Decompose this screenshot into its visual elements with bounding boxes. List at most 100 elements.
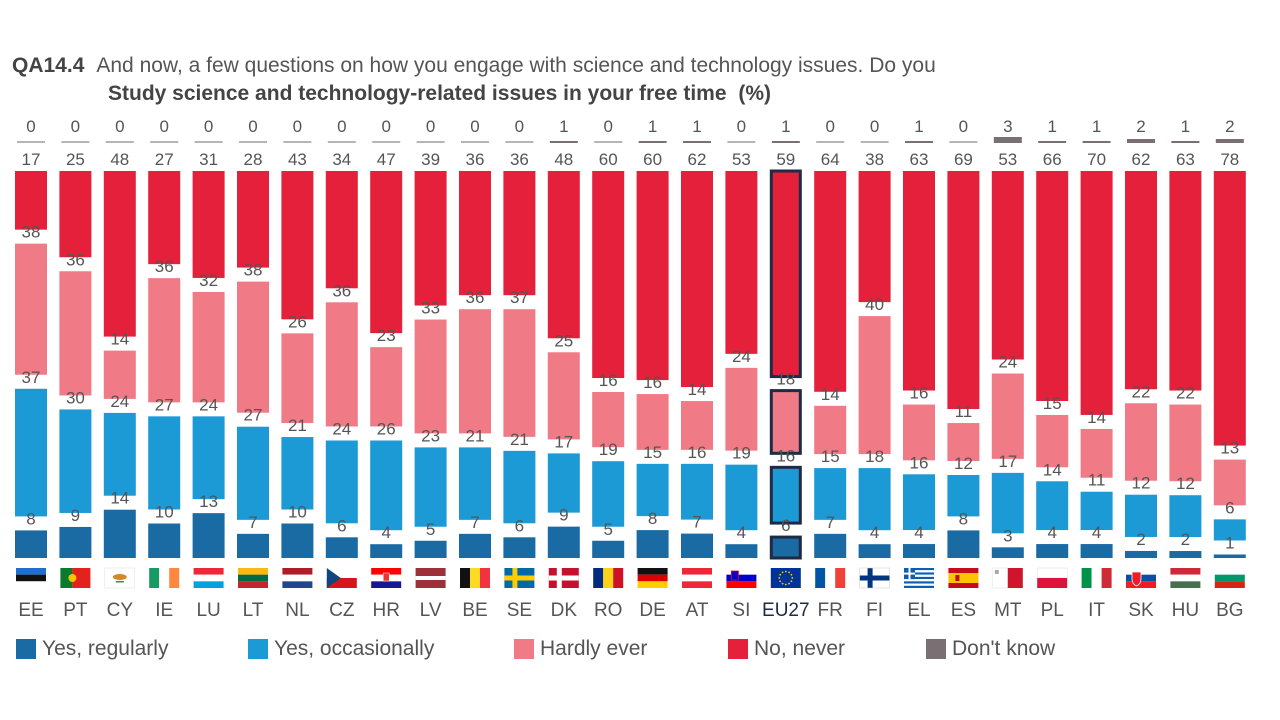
bar-dont-know (683, 141, 711, 143)
category-label: MT (994, 600, 1022, 621)
label-dont-know: 0 (293, 117, 302, 136)
legend-label: Hardly ever (540, 637, 648, 660)
label-yes-occasionally: 16 (910, 453, 929, 472)
bar-no-never (725, 171, 758, 354)
bar-dont-know (949, 141, 978, 143)
label-dont-know: 1 (1047, 117, 1056, 136)
label-no-never: 34 (332, 150, 351, 169)
label-no-never: 69 (954, 150, 973, 169)
label-dont-know: 0 (159, 117, 168, 136)
bar-yes-regularly (769, 535, 802, 560)
label-yes-occasionally: 27 (155, 395, 174, 414)
bar-dont-know (150, 141, 179, 143)
bar-yes-regularly (281, 523, 314, 558)
label-yes-regularly: 4 (381, 523, 390, 542)
label-dont-know: 0 (470, 117, 479, 136)
bar-dont-know (1038, 141, 1067, 143)
label-dont-know: 1 (692, 117, 701, 136)
category-label: IE (155, 600, 173, 621)
bar-yes-regularly (547, 526, 580, 558)
bar-hardly-ever (814, 405, 847, 455)
bar-hardly-ever (370, 347, 403, 427)
flag-hu-icon (1170, 568, 1201, 588)
bar-hardly-ever (59, 271, 92, 396)
flag-cy-icon (104, 567, 136, 589)
bar-yes-regularly (192, 513, 225, 558)
category-label: EL (907, 600, 930, 621)
bar-dont-know (105, 141, 134, 143)
bar-yes-occasionally (858, 468, 891, 531)
label-no-never: 62 (688, 150, 707, 169)
legend-swatch (248, 639, 268, 659)
bar-hardly-ever (769, 389, 802, 455)
bar-dont-know (239, 141, 267, 143)
bar-dont-know (416, 141, 445, 143)
bar-hardly-ever (237, 281, 269, 413)
label-hardly-ever: 11 (955, 402, 973, 421)
chart-legend: Yes, regularly Yes, occasionally Hardly ev… (16, 634, 1266, 664)
bar-hardly-ever (1213, 459, 1246, 506)
bar-hardly-ever (592, 392, 625, 448)
legend-item-hardly-ever: Hardly ever (514, 634, 647, 664)
label-dont-know: 1 (781, 117, 790, 136)
bar-yes-occasionally (414, 447, 447, 527)
label-yes-regularly: 8 (648, 509, 657, 528)
label-dont-know: 1 (1181, 117, 1190, 136)
bar-dont-know (461, 141, 489, 143)
legend-swatch (514, 639, 534, 659)
bar-hardly-ever (1080, 428, 1113, 478)
label-no-never: 59 (776, 150, 795, 169)
legend-item-yes-regularly: Yes, regularly (16, 634, 168, 664)
bar-no-never (947, 171, 980, 410)
bar-dont-know (17, 141, 45, 143)
bar-yes-occasionally (636, 463, 669, 517)
bar-yes-occasionally (947, 475, 980, 517)
category-label: FR (818, 600, 843, 621)
bar-dont-know (594, 141, 623, 143)
bar-dont-know (283, 141, 312, 143)
label-hardly-ever: 33 (421, 299, 440, 318)
bar-yes-occasionally (148, 416, 181, 510)
flag-mt-icon (992, 567, 1023, 589)
label-no-never: 39 (421, 150, 440, 169)
label-dont-know: 0 (204, 117, 213, 136)
question-id: QA14.4 (12, 54, 85, 77)
bar-hardly-ever (991, 373, 1024, 459)
bar-yes-occasionally (15, 388, 47, 517)
label-no-never: 48 (554, 150, 573, 169)
category-label: HR (372, 600, 399, 621)
label-hardly-ever: 25 (554, 331, 573, 350)
bar-yes-occasionally (1169, 495, 1202, 538)
label-dont-know: 1 (1092, 117, 1101, 136)
bar-yes-regularly (903, 544, 935, 558)
bar-hardly-ever (636, 394, 669, 450)
category-label: CY (107, 600, 134, 621)
label-yes-regularly: 5 (426, 520, 435, 539)
legend-item-yes-occasionally: Yes, occasionally (248, 634, 434, 664)
bar-no-never (1080, 171, 1113, 415)
label-yes-occasionally: 21 (288, 416, 307, 435)
label-dont-know: 1 (559, 117, 568, 136)
label-hardly-ever: 16 (599, 371, 618, 390)
label-yes-regularly: 6 (781, 516, 790, 535)
bar-hardly-ever (1036, 415, 1069, 468)
bar-dont-know (1082, 141, 1111, 143)
label-dont-know: 2 (1225, 117, 1234, 136)
legend-item-dont-know: Don't know (926, 634, 1055, 664)
flag-dk-icon (548, 568, 579, 588)
label-yes-regularly: 8 (26, 509, 35, 528)
label-yes-occasionally: 16 (776, 446, 795, 465)
category-label: DK (551, 600, 578, 621)
category-label: EE (18, 600, 43, 621)
bar-no-never (858, 171, 891, 303)
label-hardly-ever: 22 (1132, 382, 1151, 401)
label-hardly-ever: 37 (510, 288, 529, 307)
label-yes-occasionally: 24 (199, 395, 218, 414)
label-yes-regularly: 6 (515, 516, 524, 535)
label-yes-occasionally: 16 (688, 443, 707, 462)
flag-be-icon (460, 568, 490, 588)
label-yes-regularly: 8 (959, 509, 968, 528)
bar-dont-know (372, 141, 401, 143)
bar-no-never (325, 171, 358, 289)
label-dont-know: 0 (337, 117, 346, 136)
